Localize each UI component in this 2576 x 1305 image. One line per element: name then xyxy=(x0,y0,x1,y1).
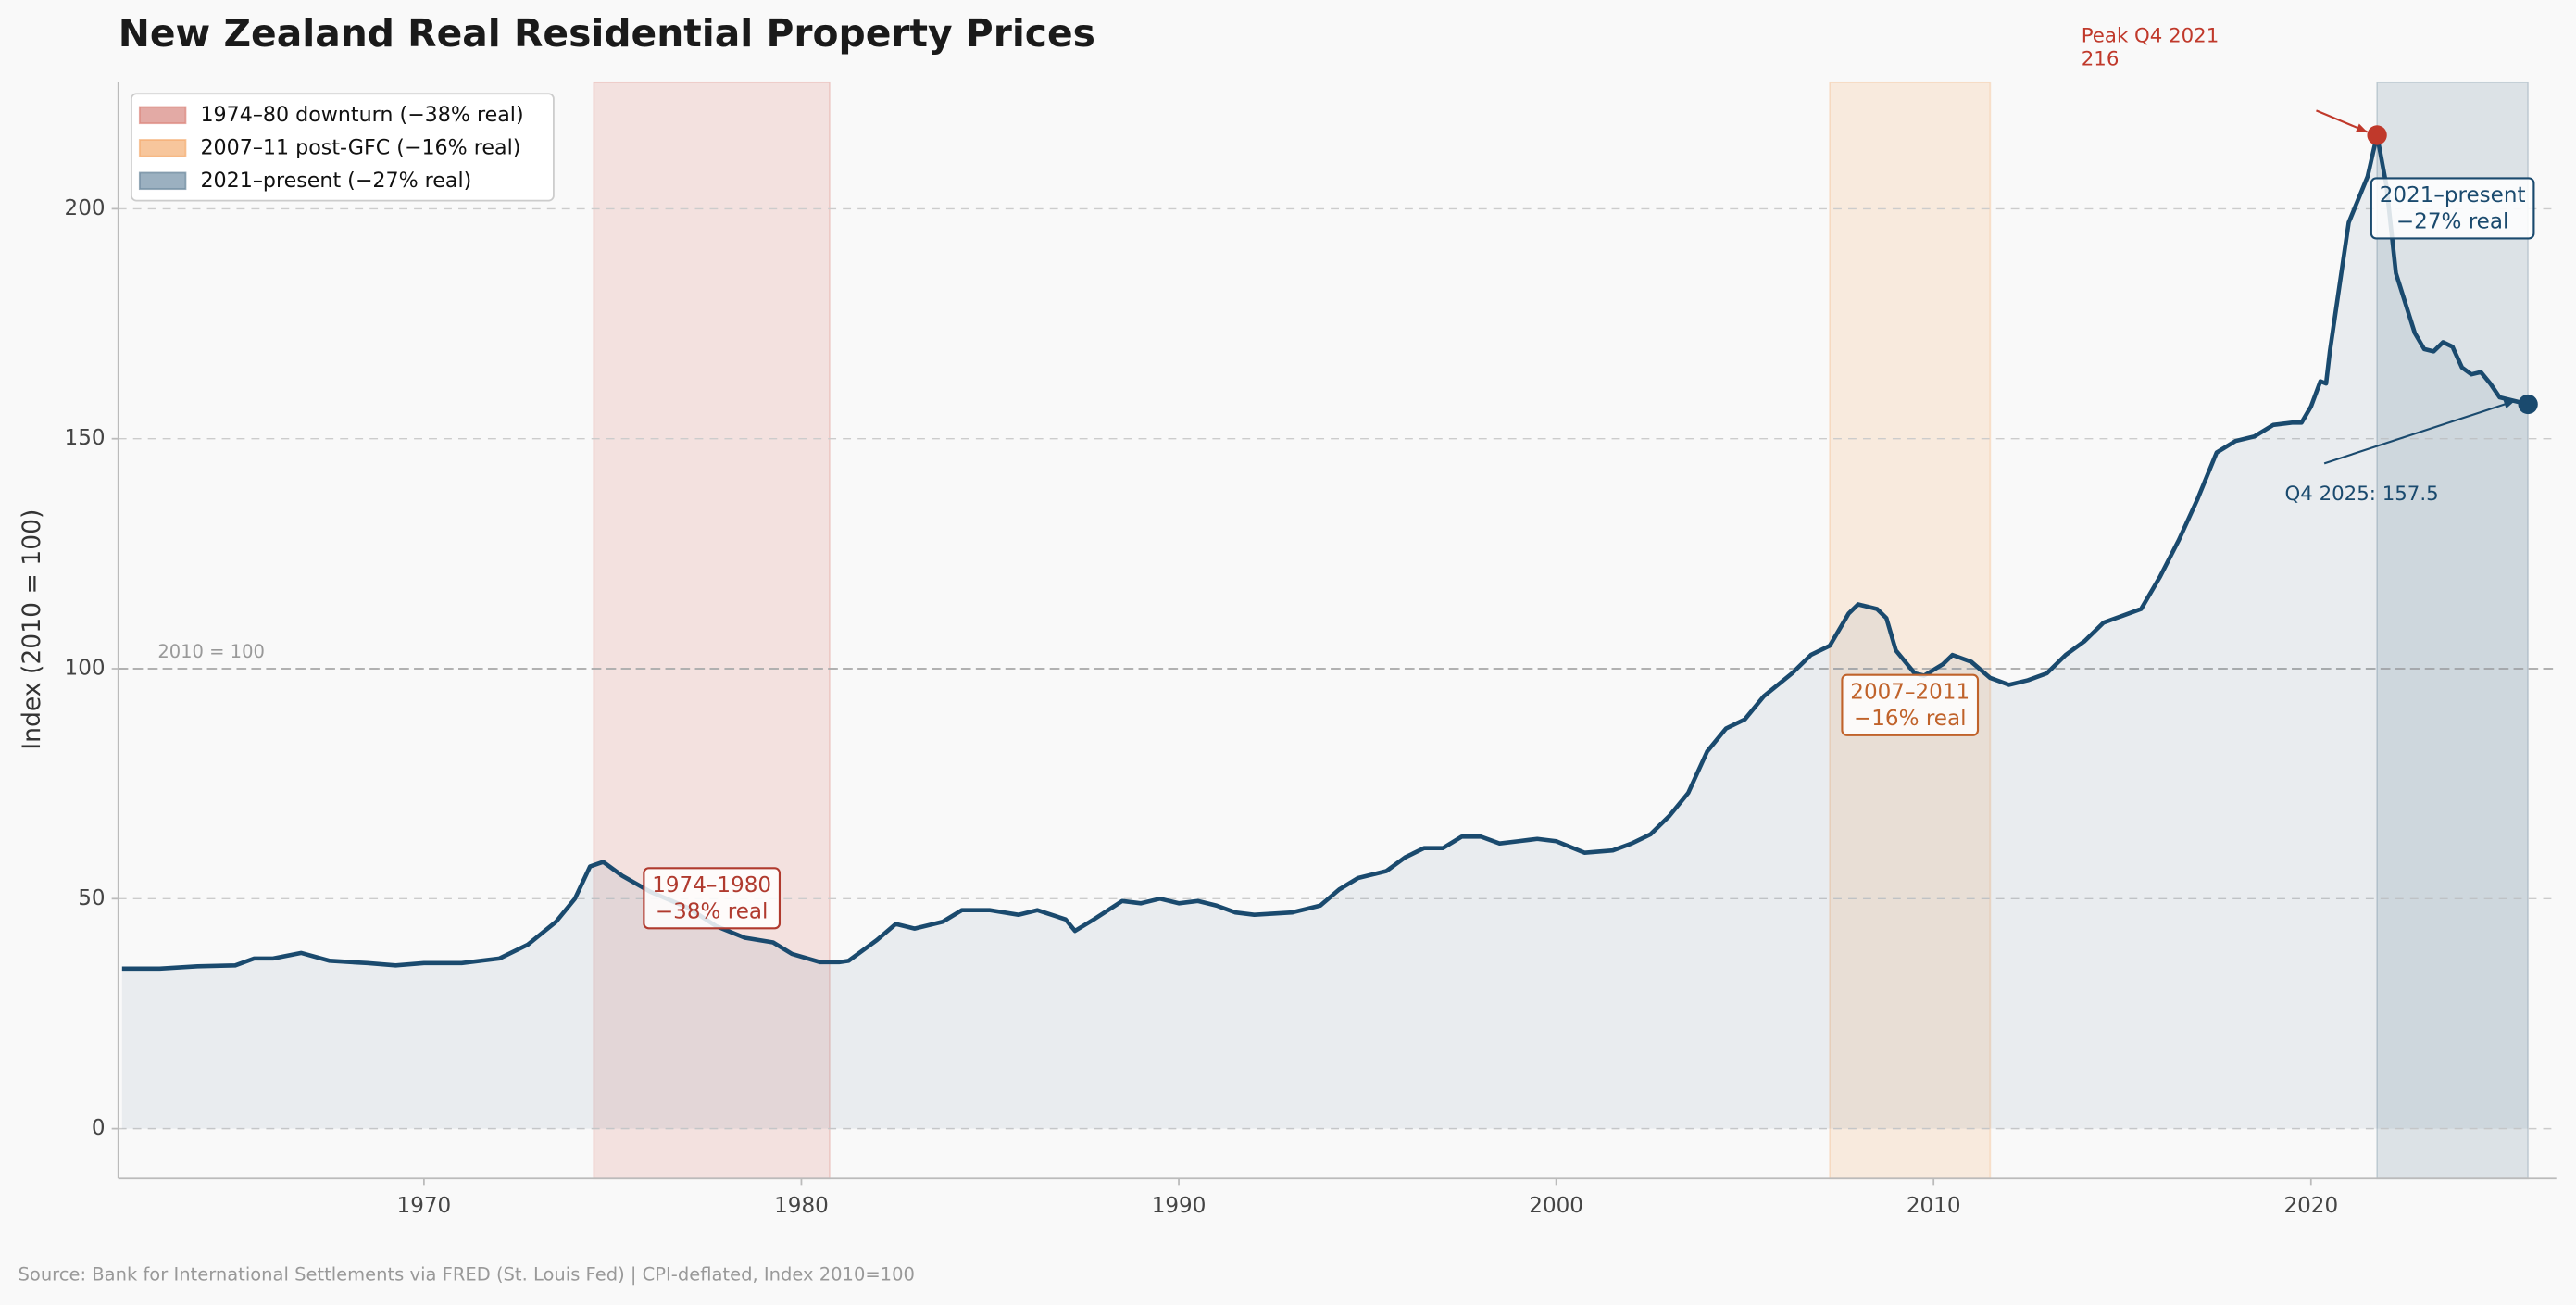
annotation-line: Peak Q4 2021 xyxy=(2082,24,2220,47)
region-label-line: 2007–2011 xyxy=(1850,680,1970,704)
x-tick-label: 2010 xyxy=(1907,1194,1961,1218)
legend: 1974–80 downturn (−38% real) 2007–11 post… xyxy=(131,93,555,202)
region-label-line: −27% real xyxy=(2396,209,2509,233)
region-label-line: 1974–1980 xyxy=(652,873,771,897)
region-label-box xyxy=(1841,673,1980,736)
legend-swatch xyxy=(138,171,187,191)
x-tick-label: 1980 xyxy=(774,1194,829,1218)
region-label-line: −16% real xyxy=(1854,706,1967,730)
y-tick-label: 0 xyxy=(92,1116,106,1140)
region-label-box xyxy=(643,867,782,930)
region-label-text: 1974–1980 −38% real xyxy=(652,873,771,923)
region-label: 1974–1980 −38% real xyxy=(643,867,782,930)
y-axis-label: Index (2010 = 100) xyxy=(18,509,46,750)
region-label-box xyxy=(2370,177,2535,240)
annotation-arrow xyxy=(2323,399,2516,465)
chart-title: New Zealand Real Residential Property Pr… xyxy=(119,11,1095,56)
region-label-text: 2007–2011 −16% real xyxy=(1850,680,1970,730)
legend-label: 2021–present (−27% real) xyxy=(200,169,471,193)
source-note: Source: Bank for International Settlemen… xyxy=(19,1263,915,1285)
annotation-text: Peak Q4 2021 216 xyxy=(2082,24,2220,70)
area-fill xyxy=(121,134,2529,1129)
y-tick-label: 100 xyxy=(65,657,106,681)
legend-label: 2007–11 post-GFC (−16% real) xyxy=(200,135,520,159)
annotation-point xyxy=(2518,394,2538,415)
x-tick-label: 2020 xyxy=(2283,1194,2338,1218)
x-tick-label: 1990 xyxy=(1152,1194,1207,1218)
region-label-line: −38% real xyxy=(656,899,769,923)
shaded-region xyxy=(2376,81,2530,1180)
region-label-line: 2021–present xyxy=(2380,183,2526,207)
legend-swatch xyxy=(138,106,187,125)
legend-label: 1974–80 downturn (−38% real) xyxy=(200,103,523,127)
shaded-region xyxy=(1829,81,1992,1180)
y-tick-label: 150 xyxy=(65,426,106,450)
annotation-line: 216 xyxy=(2082,47,2120,70)
x-tick-label: 1970 xyxy=(397,1194,452,1218)
y-tick-label: 50 xyxy=(78,886,105,910)
shaded-region xyxy=(593,81,831,1180)
annotation-line: Q4 2025: 157.5 xyxy=(2285,483,2439,506)
annotation-arrowhead xyxy=(2356,123,2368,132)
legend-swatch xyxy=(138,139,187,157)
reference-label: 2010 = 100 xyxy=(157,641,265,662)
region-label: 2007–2011 −16% real xyxy=(1841,673,1980,736)
y-tick-label: 200 xyxy=(65,196,106,220)
annotation-point xyxy=(2367,125,2387,145)
annotation-arrowhead xyxy=(2503,399,2515,409)
legend-box xyxy=(131,93,555,202)
annotation-text: Q4 2025: 157.5 xyxy=(2285,483,2439,506)
x-tick-label: 2000 xyxy=(1529,1194,1583,1218)
region-label-text: 2021–present −27% real xyxy=(2380,183,2526,233)
region-label: 2021–present −27% real xyxy=(2370,177,2535,240)
